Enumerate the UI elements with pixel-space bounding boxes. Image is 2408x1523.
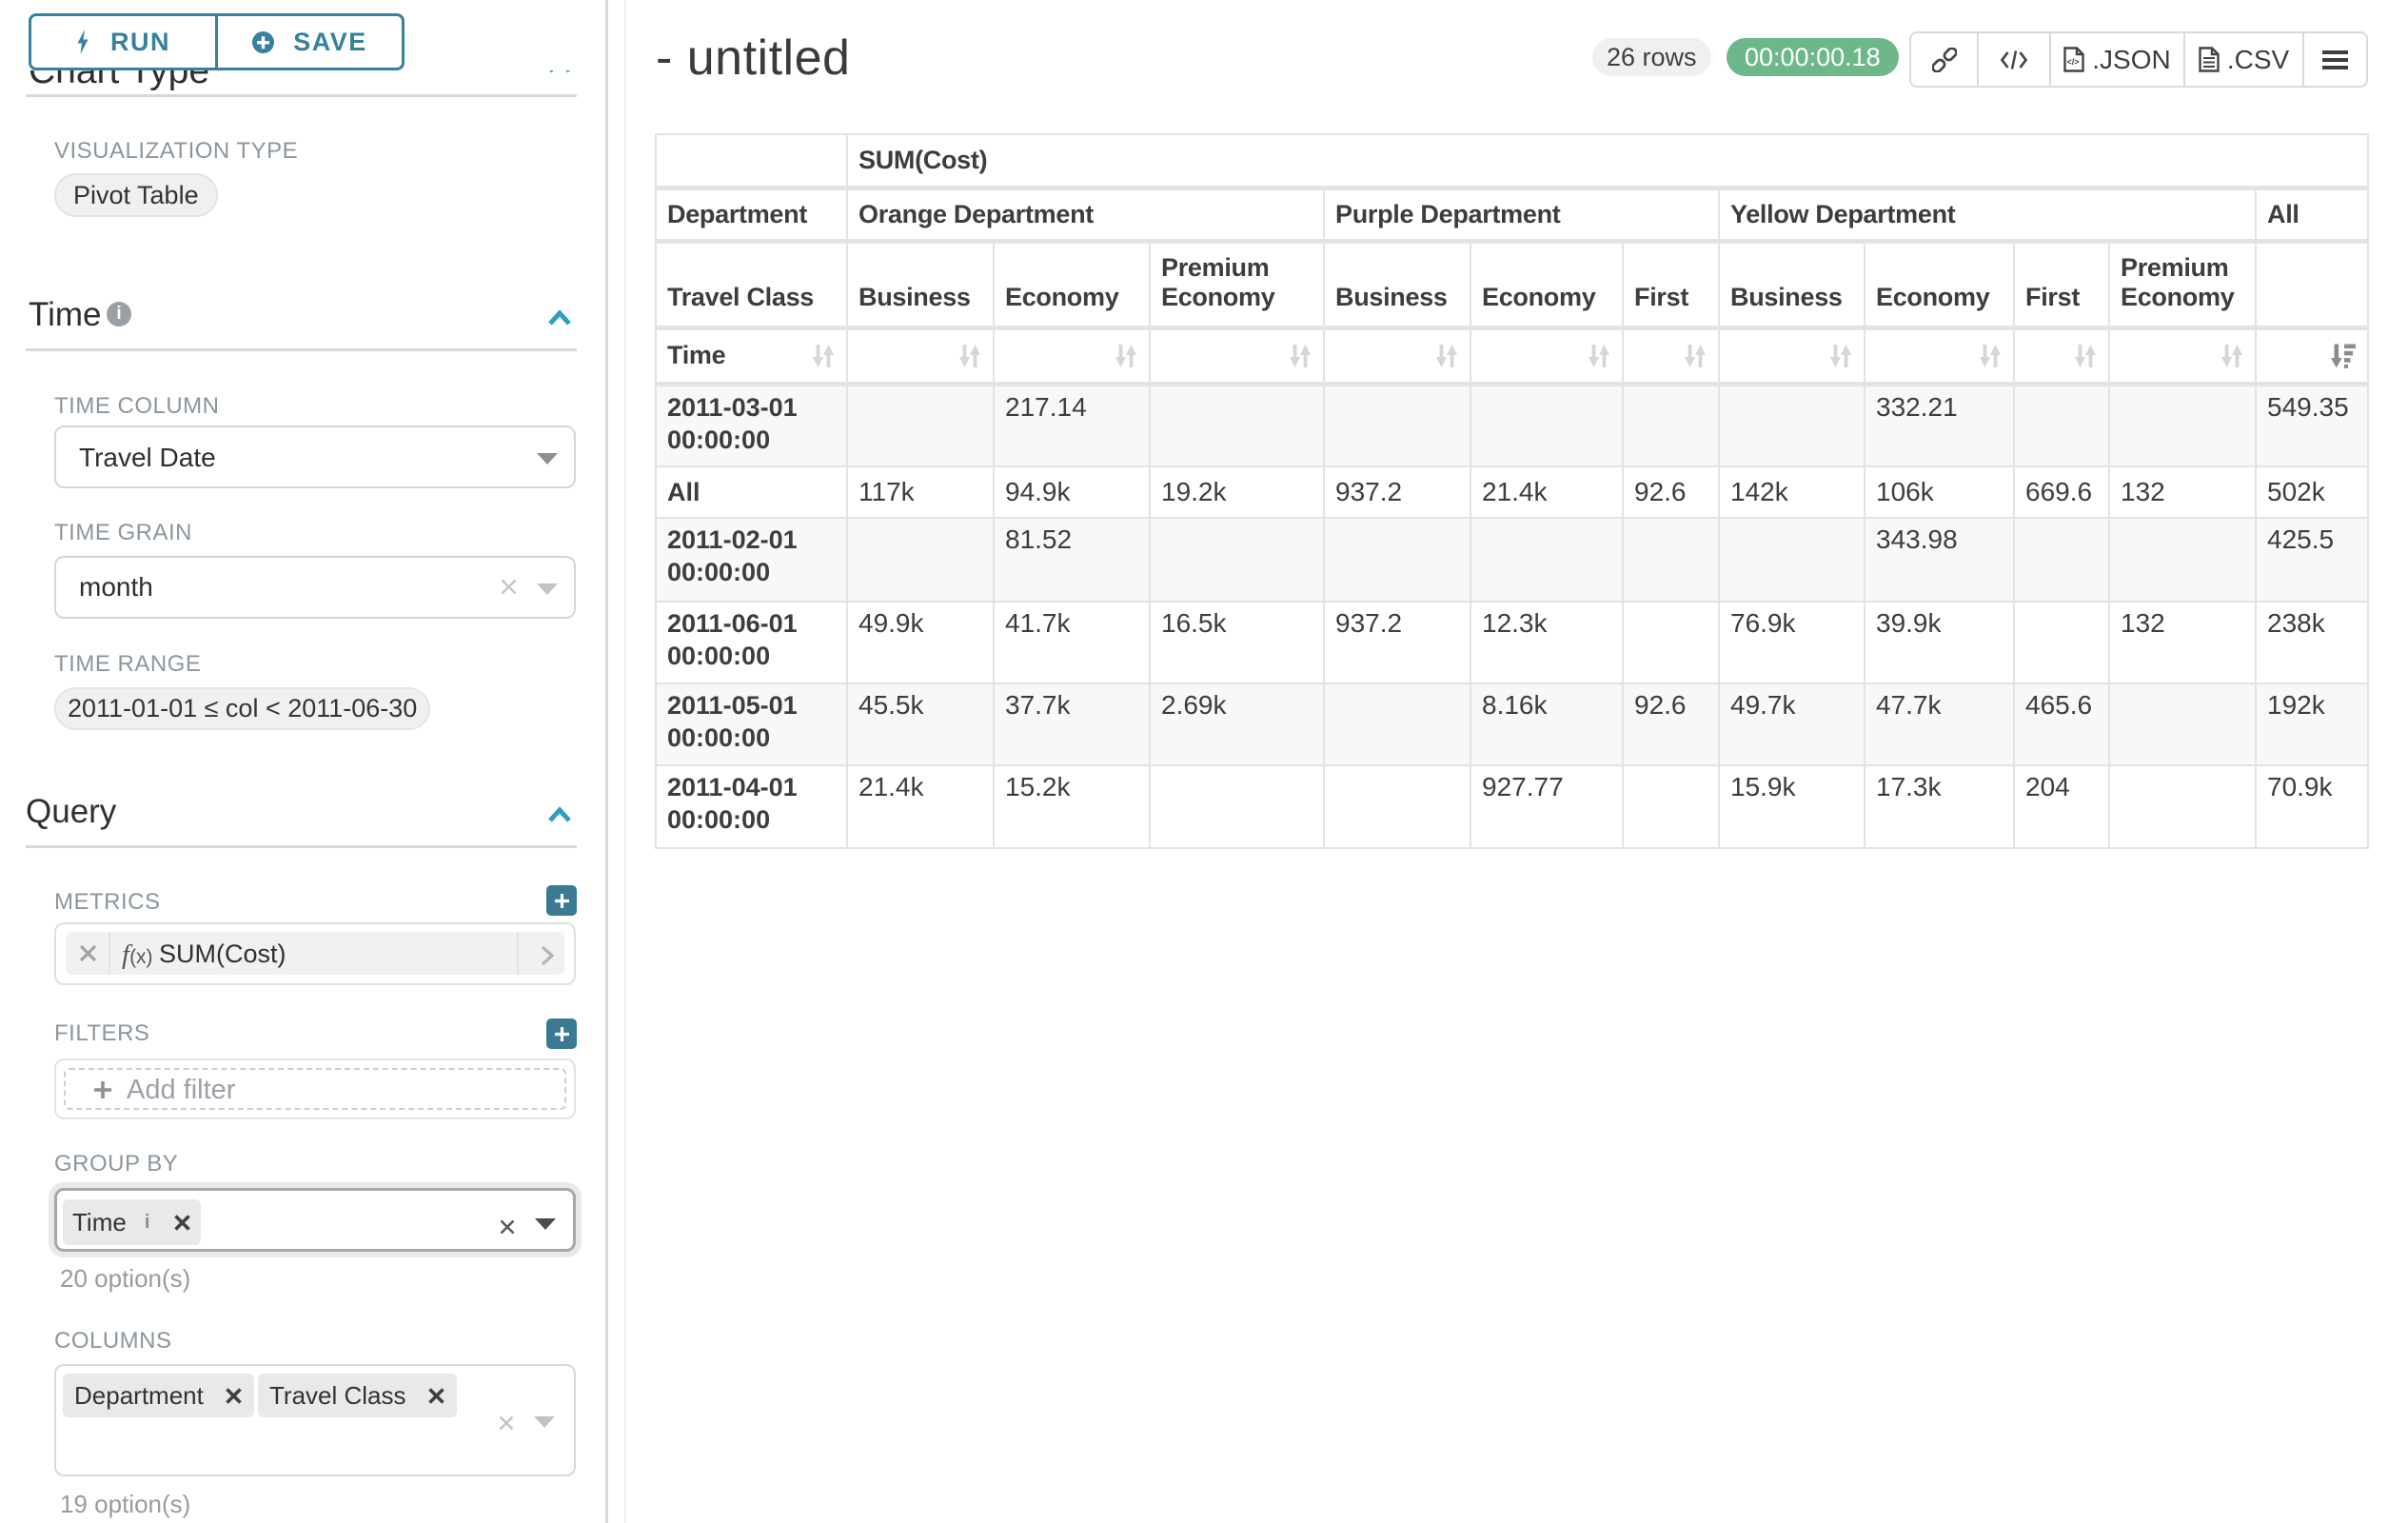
svg-text:</>: </>	[2067, 57, 2080, 67]
